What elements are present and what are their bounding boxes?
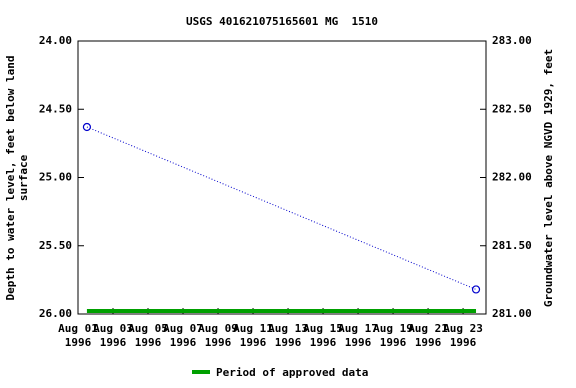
data-line: [86, 126, 477, 290]
y2-tick-label: 282.00: [492, 171, 532, 184]
x-tick-label: Aug 05 1996: [128, 322, 168, 349]
x-tick-label: Aug 07 1996: [163, 322, 203, 349]
x-tick-label: Aug 03 1996: [93, 322, 133, 349]
x-tick-label: Aug 13 1996: [268, 322, 308, 349]
x-tick-label: Aug 21 1996: [408, 322, 448, 349]
y-tick-label: 24.00: [39, 34, 72, 47]
y-axis-label: Depth to water level, feet below landsur…: [4, 55, 30, 300]
data-point: [471, 285, 481, 294]
y2-tick-label: 282.50: [492, 102, 532, 115]
x-tick-label: Aug 01 1996: [58, 322, 98, 349]
x-tick-label: Aug 11 1996: [233, 322, 273, 349]
y-tick-label: 24.50: [39, 102, 72, 115]
y2-axis-label: Groundwater level above NGVD 1929, feet: [542, 49, 555, 307]
y2-tick-label: 283.00: [492, 34, 532, 47]
y-tick-label: 25.50: [39, 239, 72, 252]
chart-title: USGS 401621075165601 MG 1510: [186, 15, 378, 28]
x-tick-label: Aug 19 1996: [373, 322, 413, 349]
x-tick-label: Aug 23 1996: [443, 322, 483, 349]
y-tick-label: 25.00: [39, 171, 72, 184]
x-tick-label: Aug 15 1996: [303, 322, 343, 349]
legend-label: Period of approved data: [216, 366, 368, 379]
y2-tick-label: 281.00: [492, 307, 532, 320]
plot-frame: [77, 40, 487, 315]
y2-tick-label: 281.50: [492, 239, 532, 252]
y-tick-label: 26.00: [39, 307, 72, 320]
x-tick-label: Aug 17 1996: [338, 322, 378, 349]
data-point: [82, 122, 92, 132]
x-tick-label: Aug 09 1996: [198, 322, 238, 349]
